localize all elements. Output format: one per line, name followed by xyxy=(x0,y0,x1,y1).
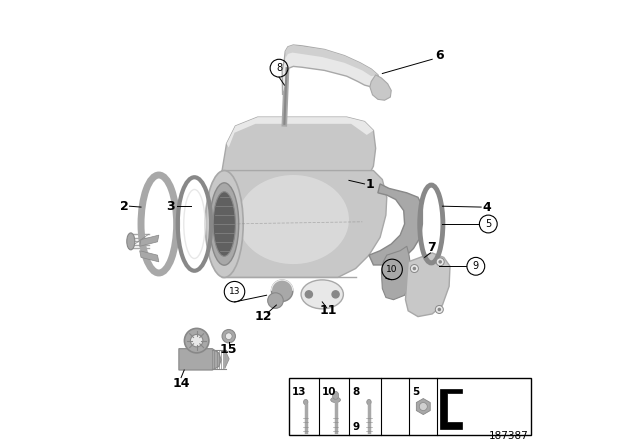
Circle shape xyxy=(305,291,312,298)
Text: 9: 9 xyxy=(473,261,479,271)
Ellipse shape xyxy=(303,400,308,405)
Ellipse shape xyxy=(237,175,349,264)
Circle shape xyxy=(410,264,419,272)
Text: 13: 13 xyxy=(291,387,306,396)
Text: 6: 6 xyxy=(435,49,444,62)
Polygon shape xyxy=(282,45,380,95)
Text: 12: 12 xyxy=(254,310,272,323)
Text: 5: 5 xyxy=(485,219,492,229)
Ellipse shape xyxy=(332,392,339,400)
Ellipse shape xyxy=(127,233,135,250)
Polygon shape xyxy=(140,235,159,246)
Text: 11: 11 xyxy=(319,304,337,317)
Text: 13: 13 xyxy=(228,287,240,296)
Text: 7: 7 xyxy=(427,241,436,254)
Ellipse shape xyxy=(205,171,243,277)
Text: 8: 8 xyxy=(276,63,282,73)
Text: 5: 5 xyxy=(412,387,419,396)
Ellipse shape xyxy=(213,192,236,256)
Polygon shape xyxy=(370,75,391,100)
Text: 3: 3 xyxy=(166,200,175,213)
Text: 8: 8 xyxy=(352,387,359,396)
Text: 10: 10 xyxy=(321,387,336,396)
Ellipse shape xyxy=(184,328,209,353)
Circle shape xyxy=(436,258,444,266)
Polygon shape xyxy=(227,117,373,147)
Text: 10: 10 xyxy=(387,265,398,274)
Polygon shape xyxy=(369,184,422,265)
Ellipse shape xyxy=(222,330,236,343)
Ellipse shape xyxy=(210,183,239,265)
Polygon shape xyxy=(222,117,376,180)
Ellipse shape xyxy=(225,333,232,340)
Polygon shape xyxy=(285,45,378,76)
Ellipse shape xyxy=(191,334,203,347)
Ellipse shape xyxy=(301,280,344,309)
Ellipse shape xyxy=(268,293,284,308)
Text: 9: 9 xyxy=(352,422,359,432)
Text: 2: 2 xyxy=(120,200,129,213)
Polygon shape xyxy=(225,349,229,369)
Ellipse shape xyxy=(367,400,371,405)
Circle shape xyxy=(438,308,441,311)
Circle shape xyxy=(332,291,339,298)
Circle shape xyxy=(435,306,444,314)
Polygon shape xyxy=(222,171,387,277)
Polygon shape xyxy=(381,246,412,300)
Text: 4: 4 xyxy=(483,201,492,214)
Text: 14: 14 xyxy=(172,377,190,390)
Polygon shape xyxy=(440,389,463,429)
Text: 1: 1 xyxy=(365,178,374,191)
Text: 15: 15 xyxy=(220,343,237,356)
Ellipse shape xyxy=(331,397,340,403)
Polygon shape xyxy=(406,253,450,317)
Ellipse shape xyxy=(271,280,293,302)
Text: 187387: 187387 xyxy=(488,431,529,441)
Bar xyxy=(289,378,531,435)
Circle shape xyxy=(438,260,442,263)
Circle shape xyxy=(419,403,428,410)
Polygon shape xyxy=(179,349,221,370)
Circle shape xyxy=(413,267,416,270)
Polygon shape xyxy=(140,251,159,262)
